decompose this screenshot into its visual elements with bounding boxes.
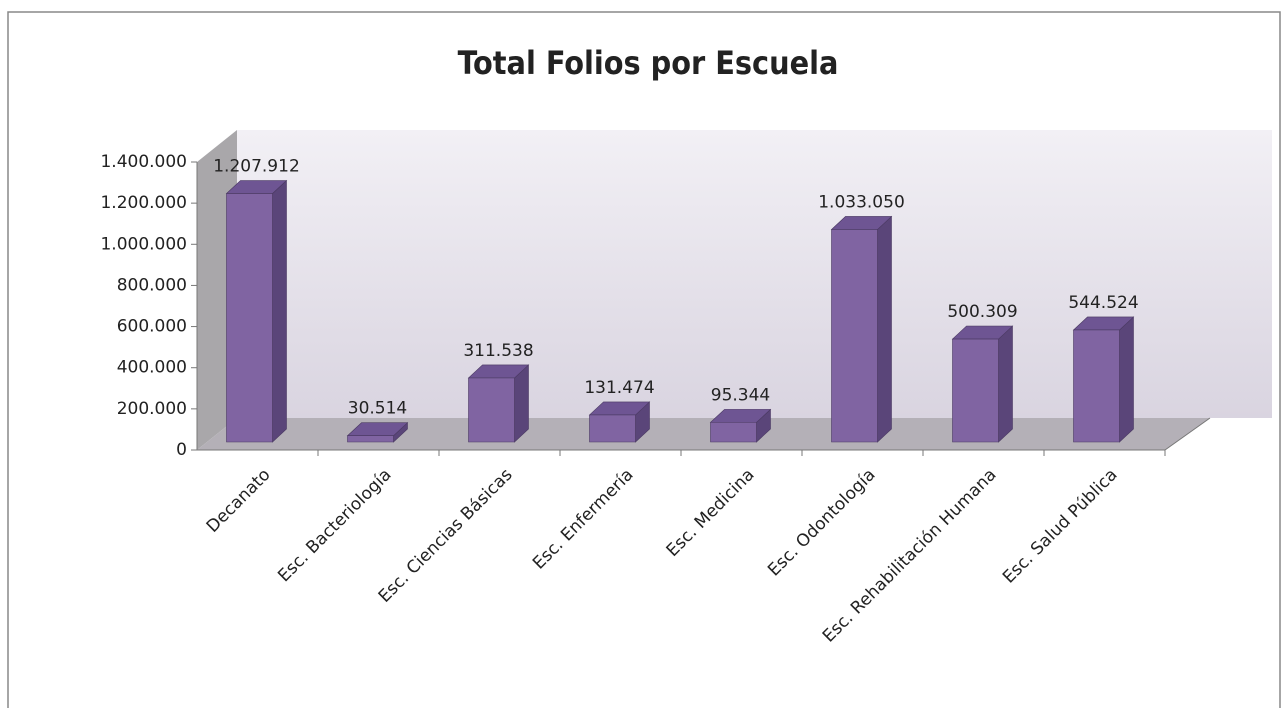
bar-side [998,325,1013,443]
bar-front [347,435,394,443]
bar-front [831,229,878,443]
x-tick-label: Esc. Salud Pública [999,465,1122,588]
x-tick-label: Decanato [203,465,275,537]
bar [1072,316,1135,443]
bar-front [226,193,273,443]
bar-front [589,414,636,443]
back-wall [237,130,1272,418]
bar-side [1119,316,1134,443]
bar [588,401,651,443]
value-label: 544.524 [1068,293,1138,313]
y-tick-label: 800.000 [117,275,187,295]
value-label: 1.207.912 [213,157,300,177]
value-label: 30.514 [348,399,407,419]
bar-side [514,364,529,443]
value-label: 95.344 [711,385,770,405]
bar [830,215,893,443]
x-tick-label: Esc. Medicina [663,465,759,561]
bar-front [1073,329,1120,443]
value-label: 1.033.050 [818,192,905,212]
bar-front [710,422,757,443]
value-label: 131.474 [584,378,654,398]
bar [709,408,772,443]
y-tick-label: 600.000 [117,317,187,337]
bar [467,364,530,443]
x-tick-label: Esc. Bacteriología [274,465,395,586]
frame [7,11,1281,708]
x-tick-label: Esc. Enfermería [529,465,638,574]
x-tick-label: Esc. Ciencias Básicas [375,465,517,607]
x-tick-label: Esc. Odontología [764,465,879,580]
bar-side [877,215,892,443]
value-label: 500.309 [947,302,1017,322]
bar [951,325,1014,443]
y-tick-label: 1.200.000 [100,193,187,213]
y-tick-label: 1.000.000 [100,234,187,254]
x-axis-depth [1164,417,1211,451]
bar-side [272,179,287,443]
bar-front [468,377,515,443]
y-tick-label: 200.000 [117,399,187,419]
chart-title: Total Folios por Escuela [458,44,839,82]
bar-front [952,338,999,443]
value-label: 311.538 [463,341,533,361]
y-tick-label: 0 [176,440,187,460]
y-tick-label: 1.400.000 [100,152,187,172]
y-tick-label: 400.000 [117,358,187,378]
bar [225,179,288,443]
bar [346,422,409,443]
